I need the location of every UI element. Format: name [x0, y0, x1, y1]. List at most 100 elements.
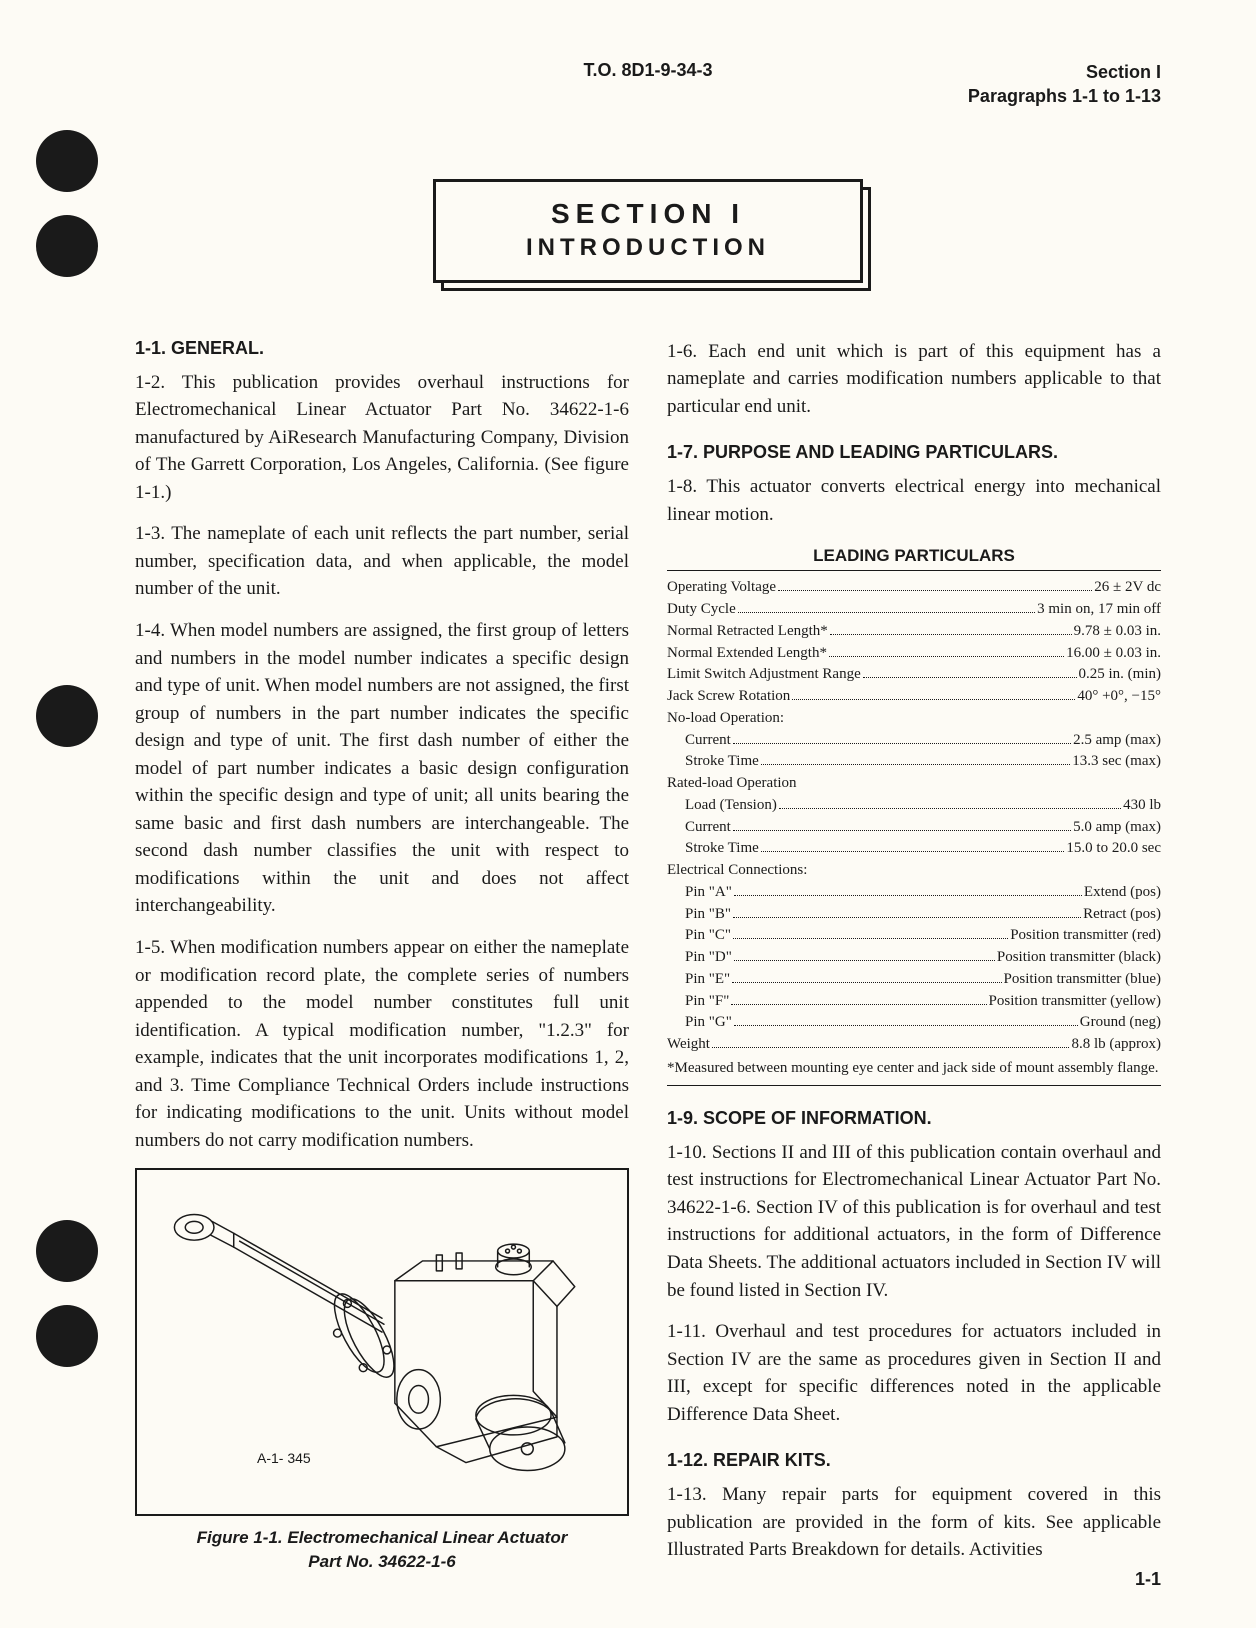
particulars-label: Load (Tension) [685, 795, 777, 817]
particulars-row: Weight 8.8 lb (approx) [667, 1034, 1161, 1056]
particulars-value: 15.0 to 20.0 sec [1066, 838, 1161, 860]
para-1-2: 1-2. This publication provides overhaul … [135, 369, 629, 507]
particulars-leader [734, 1025, 1078, 1026]
particulars-label: Limit Switch Adjustment Range [667, 664, 861, 686]
particulars-value: Position transmitter (yellow) [989, 991, 1161, 1013]
particulars-row: Rated-load Operation [667, 773, 1161, 795]
particulars-row: Duty Cycle 3 min on, 17 min off [667, 599, 1161, 621]
figure-caption-line1: Figure 1-1. Electromechanical Linear Act… [197, 1528, 568, 1547]
particulars-row: Current 5.0 amp (max) [667, 817, 1161, 839]
particulars-label: Stroke Time [685, 751, 759, 773]
particulars-leader [712, 1047, 1069, 1048]
particulars-label: Jack Screw Rotation [667, 686, 790, 708]
particulars-label: Rated-load Operation [667, 773, 797, 795]
columns: 1-1. GENERAL. 1-2. This publication prov… [135, 338, 1161, 1578]
particulars-value: Position transmitter (red) [1010, 925, 1161, 947]
particulars-label: Pin "C" [685, 925, 731, 947]
particulars-label: Pin "E" [685, 969, 730, 991]
particulars-leader [779, 808, 1121, 809]
particulars-leader [733, 917, 1081, 918]
binding-hole [36, 1305, 98, 1367]
particulars-leader [738, 612, 1035, 613]
particulars-leader [761, 764, 1071, 765]
particulars-value: Retract (pos) [1083, 904, 1161, 926]
title-line2: INTRODUCTION [526, 234, 770, 262]
particulars-leader [829, 656, 1064, 657]
particulars-value: 16.00 ± 0.03 in. [1066, 643, 1161, 665]
page-number: 1-1 [1135, 1569, 1161, 1590]
particulars-row: Limit Switch Adjustment Range 0.25 in. (m… [667, 664, 1161, 686]
title-box-wrap: SECTION I INTRODUCTION [135, 179, 1161, 283]
particulars-value: Position transmitter (blue) [1004, 969, 1161, 991]
particulars-value: 0.25 in. (min) [1079, 664, 1162, 686]
particulars-label: Operating Voltage [667, 577, 776, 599]
particulars-label: Electrical Connections: [667, 860, 807, 882]
left-column: 1-1. GENERAL. 1-2. This publication prov… [135, 338, 629, 1578]
particulars-row: Jack Screw Rotation 40° +0°, −15° [667, 686, 1161, 708]
figure-1-1: A-1- 345 [135, 1168, 629, 1516]
heading-1-1: 1-1. GENERAL. [135, 338, 629, 359]
particulars-row: Pin "B" Retract (pos) [667, 904, 1161, 926]
heading-1-7: 1-7. PURPOSE AND LEADING PARTICULARS. [667, 442, 1161, 463]
particulars-leader [733, 830, 1071, 831]
particulars-row: Normal Extended Length* 16.00 ± 0.03 in. [667, 643, 1161, 665]
particulars-label: Stroke Time [685, 838, 759, 860]
particulars-label: Current [685, 817, 731, 839]
particulars-row: Load (Tension) 430 lb [667, 795, 1161, 817]
particulars-value: 40° +0°, −15° [1077, 686, 1161, 708]
right-column: 1-6. Each end unit which is part of this… [667, 338, 1161, 1578]
para-1-6: 1-6. Each end unit which is part of this… [667, 338, 1161, 421]
title-box: SECTION I INTRODUCTION [433, 179, 863, 283]
particulars-row: Stroke Time 15.0 to 20.0 sec [667, 838, 1161, 860]
para-1-3: 1-3. The nameplate of each unit reflects… [135, 520, 629, 603]
particulars-value: 3 min on, 17 min off [1037, 599, 1161, 621]
particulars-row: Normal Retracted Length* 9.78 ± 0.03 in. [667, 621, 1161, 643]
particulars-value: Position transmitter (black) [997, 947, 1161, 969]
para-1-11: 1-11. Overhaul and test procedures for a… [667, 1318, 1161, 1428]
binding-hole [36, 685, 98, 747]
particulars-leader [734, 895, 1082, 896]
particulars-label: Weight [667, 1034, 710, 1056]
particulars-row: Pin "E" Position transmitter (blue) [667, 969, 1161, 991]
particulars-label: Pin "A" [685, 882, 732, 904]
particulars-row: Pin "G"Ground (neg) [667, 1012, 1161, 1034]
page-header: T.O. 8D1-9-34-3 Section I Paragraphs 1-1… [135, 60, 1161, 109]
page: T.O. 8D1-9-34-3 Section I Paragraphs 1-1… [0, 0, 1256, 1628]
heading-1-9: 1-9. SCOPE OF INFORMATION. [667, 1108, 1161, 1129]
figure-internal-label: A-1- 345 [257, 1450, 311, 1466]
particulars-leader [761, 851, 1065, 852]
particulars-row: No-load Operation: [667, 708, 1161, 730]
particulars-rule-top [667, 570, 1161, 571]
para-1-13: 1-13. Many repair parts for equipment co… [667, 1481, 1161, 1564]
header-section: Section I [819, 60, 1161, 84]
para-1-10: 1-10. Sections II and III of this public… [667, 1139, 1161, 1304]
particulars-row: Operating Voltage 26 ± 2V dc [667, 577, 1161, 599]
particulars-value: 2.5 amp (max) [1073, 730, 1161, 752]
binding-holes [30, 0, 102, 1628]
particulars-label: Pin "B" [685, 904, 731, 926]
para-1-8: 1-8. This actuator converts electrical e… [667, 473, 1161, 528]
particulars-value: 8.8 lb (approx) [1071, 1034, 1161, 1056]
particulars-row: Pin "F"Position transmitter (yellow) [667, 991, 1161, 1013]
particulars-label: Duty Cycle [667, 599, 736, 621]
particulars-label: Pin "G" [685, 1012, 732, 1034]
particulars-value: 26 ± 2V dc [1094, 577, 1161, 599]
particulars-value: 9.78 ± 0.03 in. [1074, 621, 1161, 643]
particulars-rule-bottom [667, 1085, 1161, 1086]
particulars-row: Current 2.5 amp (max) [667, 730, 1161, 752]
particulars-label: Normal Retracted Length* [667, 621, 828, 643]
particulars-value: 5.0 amp (max) [1073, 817, 1161, 839]
particulars-value: 430 lb [1123, 795, 1161, 817]
figure-caption-line2: Part No. 34622-1-6 [308, 1552, 455, 1571]
particulars-row: Stroke Time13.3 sec (max) [667, 751, 1161, 773]
header-paragraphs: Paragraphs 1-1 to 1-13 [819, 84, 1161, 108]
particulars-leader [732, 982, 1001, 983]
particulars-leader [733, 938, 1008, 939]
particulars-label: Normal Extended Length* [667, 643, 827, 665]
particulars-label: Current [685, 730, 731, 752]
particulars-row: Pin "C" Position transmitter (red) [667, 925, 1161, 947]
binding-hole [36, 130, 98, 192]
particulars-leader [830, 634, 1072, 635]
particulars-leader [863, 677, 1077, 678]
particulars-label: Pin "D" [685, 947, 732, 969]
